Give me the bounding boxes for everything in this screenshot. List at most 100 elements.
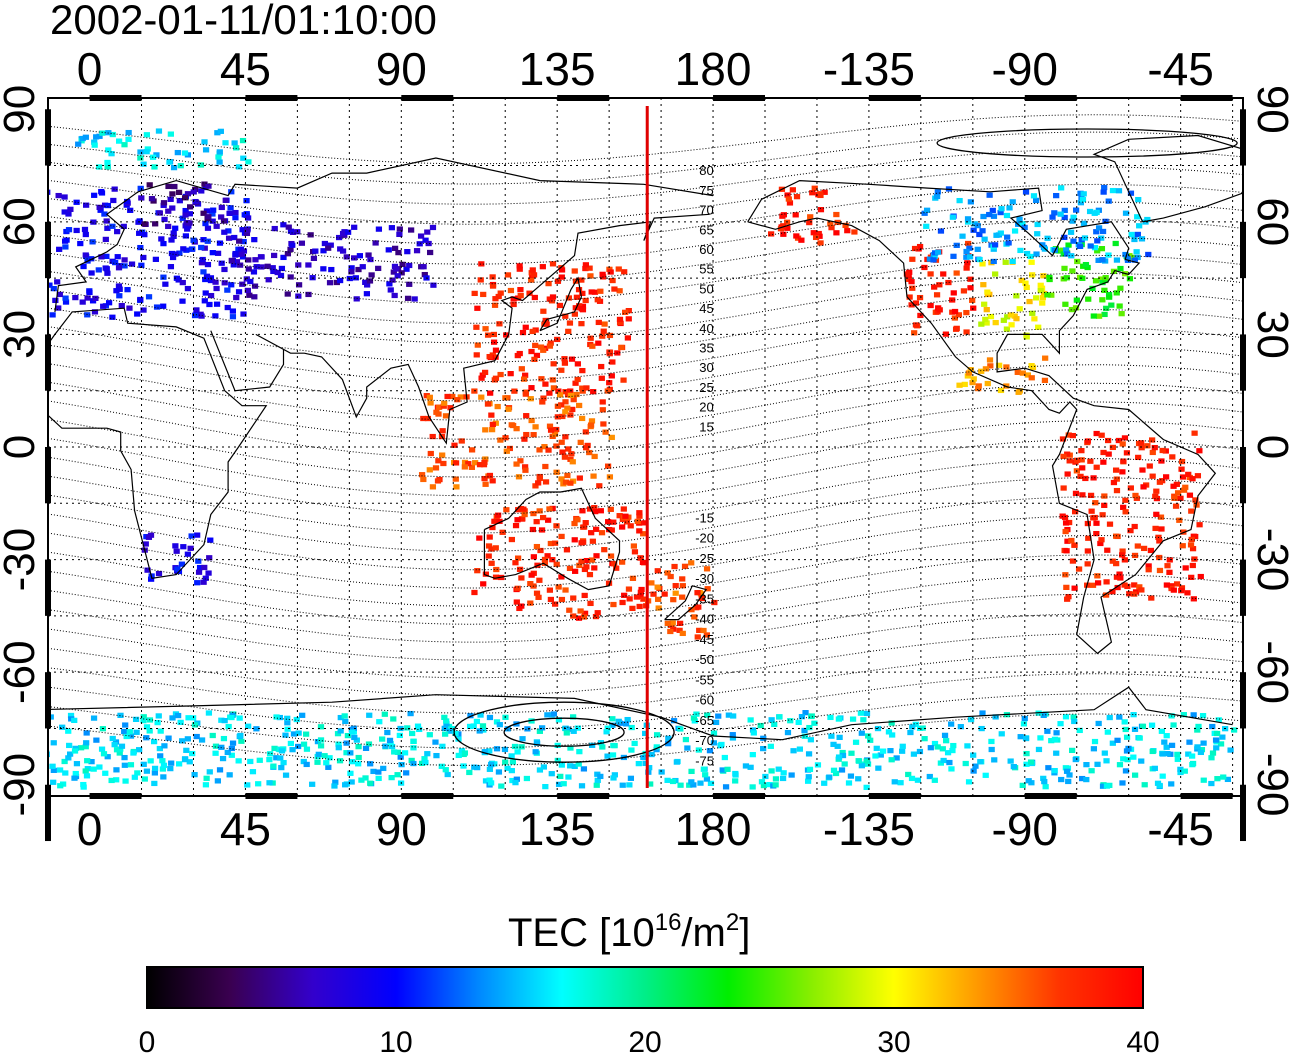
tec-cell <box>1019 370 1026 376</box>
tec-cell <box>362 775 369 781</box>
tec-cell <box>477 277 484 283</box>
tec-cell <box>497 437 504 443</box>
tec-cell <box>276 714 283 721</box>
tec-cell <box>1109 444 1116 451</box>
tec-cell <box>1086 208 1094 215</box>
tec-cell <box>577 608 584 614</box>
tec-cell <box>578 783 586 789</box>
mlat-contour <box>48 166 1243 225</box>
tec-cell <box>628 724 635 731</box>
tec-cell <box>990 213 998 219</box>
tec-cell <box>550 361 557 367</box>
tec-cell <box>1101 493 1108 499</box>
tec-cell <box>806 766 814 772</box>
tec-cell <box>1132 492 1139 499</box>
tec-cell <box>526 290 533 296</box>
tec-cell <box>681 563 689 569</box>
tec-cell <box>62 295 69 301</box>
tec-cell <box>40 298 46 303</box>
tec-cell <box>426 732 433 738</box>
colorbar-tick-label: 30 <box>877 1026 910 1057</box>
tec-cell <box>1187 542 1195 548</box>
tec-cell <box>616 288 623 294</box>
tec-cell <box>1122 210 1130 216</box>
tec-cell <box>184 285 192 292</box>
tec-cell <box>807 214 814 220</box>
tec-cell <box>719 767 726 773</box>
tec-cell <box>974 246 981 252</box>
tec-cell <box>1078 237 1085 243</box>
tec-cell <box>146 728 153 734</box>
tec-cell <box>127 733 135 739</box>
tec-cell <box>39 715 45 720</box>
tec-cell <box>1157 514 1165 520</box>
tec-cell <box>1049 214 1056 220</box>
tec-cell <box>160 774 167 780</box>
tec-cell <box>240 248 248 254</box>
tec-cell <box>576 475 583 481</box>
tec-cell <box>284 291 291 297</box>
tec-cell <box>113 777 120 783</box>
tec-cell <box>694 634 701 640</box>
tec-cell <box>486 766 493 772</box>
tec-cell <box>65 728 72 734</box>
tec-cell <box>1139 723 1147 729</box>
tec-cell <box>863 710 871 717</box>
tec-cell <box>544 553 551 559</box>
tec-cell <box>964 260 971 266</box>
tec-cell <box>1013 316 1020 322</box>
tec-cell <box>1051 210 1058 216</box>
tec-cell <box>200 210 207 216</box>
tec-cell <box>1117 285 1124 291</box>
tec-cell <box>486 534 493 540</box>
tec-cell <box>180 544 187 550</box>
tec-cell <box>204 261 212 268</box>
tec-cell <box>282 732 289 738</box>
tec-cell <box>565 328 572 334</box>
tec-cell <box>441 400 448 406</box>
tec-cell <box>1168 742 1176 748</box>
tec-cell <box>864 761 872 767</box>
tec-cell <box>218 214 225 220</box>
tec-cell <box>380 765 387 772</box>
tec-cell <box>156 210 163 216</box>
tec-cell <box>554 414 561 420</box>
mlat-label: 75 <box>699 183 713 198</box>
tec-cell <box>486 472 494 479</box>
tec-cell <box>967 285 974 291</box>
tec-cell <box>1113 257 1121 263</box>
tec-cell <box>443 718 450 724</box>
tec-cell <box>388 225 396 231</box>
tec-cell <box>980 282 987 288</box>
tec-cell <box>580 614 588 620</box>
tec-cell <box>667 628 674 635</box>
tec-cell <box>244 782 251 788</box>
tec-cell <box>528 277 535 283</box>
tec-cell <box>102 265 109 271</box>
tec-cell <box>571 311 578 317</box>
tec-cell <box>931 740 939 747</box>
tec-cell <box>225 235 233 241</box>
tec-cell <box>506 445 513 452</box>
tec-cell <box>1112 467 1120 473</box>
tec-cell <box>1168 583 1175 589</box>
mlat-label: -35 <box>695 591 714 606</box>
tec-cell <box>326 755 333 761</box>
tec-cell <box>66 742 73 749</box>
colorbar <box>146 966 1144 1009</box>
tec-cell <box>175 189 183 195</box>
tec-cell <box>1084 438 1091 444</box>
tec-cell <box>1148 722 1156 728</box>
tec-cell <box>513 461 520 467</box>
tec-cell <box>1002 259 1009 265</box>
tec-cell <box>607 269 614 275</box>
tec-cell <box>517 292 524 299</box>
tec-cell <box>627 775 635 781</box>
tec-cell <box>1098 246 1106 252</box>
tec-cell <box>1139 467 1146 473</box>
tec-cell <box>1019 782 1026 788</box>
tec-cell <box>108 777 115 784</box>
north-pole-contour <box>936 128 1238 158</box>
tec-cell <box>583 385 590 391</box>
tec-cell <box>426 467 433 473</box>
